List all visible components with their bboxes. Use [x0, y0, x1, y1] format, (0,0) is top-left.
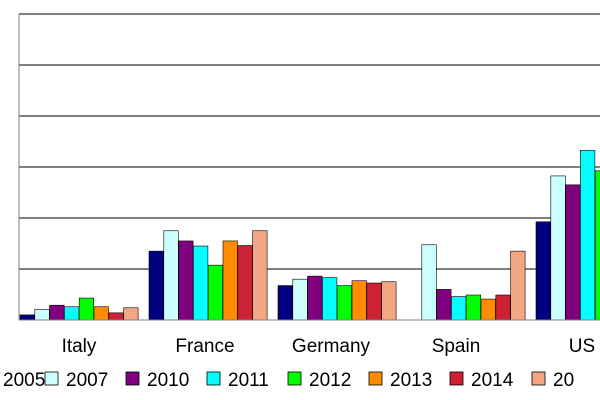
- legend-swatch-2014: [449, 371, 464, 386]
- bar-germany-2010: [307, 275, 323, 321]
- bar-spain-2007: [421, 244, 437, 321]
- legend-swatch-2007: [44, 371, 59, 386]
- bar-italy-2005: [19, 314, 35, 321]
- bar-italy-2010: [49, 304, 65, 321]
- legend-label-20: 20: [553, 370, 574, 391]
- bar-italy-20: [123, 307, 139, 321]
- bar-spain-20: [510, 250, 526, 321]
- bar-us-2005: [535, 221, 551, 321]
- bar-france-2011: [193, 245, 209, 321]
- gridlines: [19, 13, 600, 270]
- bar-italy-2013: [93, 306, 109, 321]
- bar-us-2007: [550, 175, 566, 321]
- bar-us-2012: [594, 170, 600, 321]
- legend-label-2011: 2011: [228, 370, 269, 391]
- bar-spain-2013: [480, 298, 496, 321]
- bar-france-2007: [163, 230, 179, 321]
- bar-germany-20: [381, 281, 397, 321]
- x-tick-label: Spain: [432, 336, 481, 357]
- x-tick-label: US: [569, 336, 595, 357]
- bar-germany-2007: [292, 278, 308, 321]
- bars: [19, 150, 600, 321]
- bar-france-20: [252, 230, 268, 321]
- bar-us-2010: [565, 184, 581, 321]
- legend-swatch-2013: [368, 371, 383, 386]
- bar-italy-2014: [108, 312, 124, 321]
- x-tick-labels: Italy France Germany Spain US: [62, 336, 596, 357]
- legend-label-2010: 2010: [147, 370, 189, 391]
- legend-swatch-2012: [287, 371, 302, 386]
- legend: 2005 2007 2010 2011 2012 2013 2014 20: [3, 370, 574, 391]
- legend-label-2013: 2013: [390, 370, 432, 391]
- legend-label-2012: 2012: [309, 370, 351, 391]
- bar-france-2010: [178, 240, 194, 321]
- legend-label-2005: 2005: [3, 370, 45, 391]
- bar-italy-2011: [64, 306, 80, 321]
- bar-spain-2012: [465, 294, 482, 321]
- bar-france-2005: [148, 250, 164, 321]
- bar-germany-2011: [322, 277, 338, 321]
- bar-spain-2014: [495, 294, 511, 321]
- legend-label-2007: 2007: [66, 370, 108, 391]
- bar-spain-2010: [436, 289, 452, 321]
- bar-germany-2013: [351, 280, 367, 321]
- bar-germany-2012: [336, 285, 353, 321]
- x-tick-label: Germany: [292, 336, 371, 357]
- bar-france-2012: [207, 264, 223, 321]
- bar-italy-2012: [78, 297, 94, 321]
- legend-swatch-2010: [125, 371, 140, 386]
- x-tick-label: France: [175, 336, 234, 357]
- bar-france-2014: [237, 245, 253, 321]
- bar-italy-2007: [34, 308, 50, 321]
- x-tick-label: Italy: [62, 336, 97, 357]
- bar-us-2011: [580, 150, 596, 321]
- legend-swatch-20: [531, 371, 546, 386]
- bar-france-2013: [222, 240, 238, 321]
- bar-spain-2011: [451, 296, 467, 321]
- bar-germany-2014: [366, 282, 382, 321]
- bar-germany-2005: [277, 285, 293, 321]
- legend-swatch-2011: [206, 371, 221, 386]
- legend-label-2014: 2014: [471, 370, 514, 391]
